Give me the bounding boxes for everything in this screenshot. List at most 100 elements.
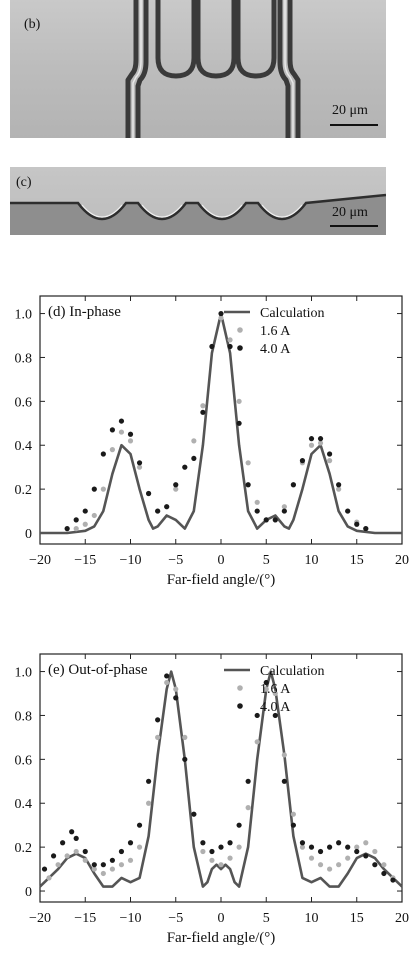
chart-e-series-4-0-a-point	[191, 811, 197, 817]
chart-e-series-1-6-a-point	[127, 857, 134, 863]
chart-d-series-4-0-a-point	[100, 451, 106, 457]
chart-d-series-4-0-a-point	[363, 526, 369, 532]
chart-d-series-4-0-a-point	[254, 508, 260, 514]
chart-e-series-1-6-a-point	[354, 844, 360, 850]
chart-e-series-1-6-a-point	[290, 811, 296, 817]
chart-e-legend-swatch-marker	[237, 703, 243, 709]
chart-e-series-1-6-a-point	[317, 862, 324, 868]
micrograph-top-view: (b) 20 μm	[10, 0, 386, 138]
chart-e-legend-label: Calculation	[260, 664, 325, 679]
chart-d-series-4-0-a-point	[109, 427, 115, 433]
chart-e-series-4-0-a-point	[200, 840, 206, 846]
chart-e-legend-label: 1.6 A	[260, 682, 291, 697]
chart-e-series-1-6-a-point	[363, 840, 369, 846]
chart-e-series-4-0-a-point	[254, 712, 260, 719]
chart-e-x-tick-label: −15	[74, 911, 96, 926]
chart-e-series-4-0-a-point	[173, 695, 179, 701]
chart-out-of-phase: −20 −15 −10 −5 0 5 10 15 20 0 0.2 0.4 0.6 0.8 1.0 Far-f…	[15, 653, 409, 946]
chart-e-y-tick-label: 0.6	[15, 753, 33, 768]
chart-d-series-1-6-a-point	[317, 440, 324, 446]
panel-c-tag: (c)	[16, 175, 32, 190]
chart-e-series-4-0-a-point	[209, 848, 215, 855]
chart-e-series-4-0-a-point	[136, 822, 143, 828]
chart-d-series-4-0-a-point	[245, 482, 251, 488]
chart-d-series-4-0-a-point	[64, 526, 70, 532]
chart-d-series-4-0-a-point	[345, 508, 351, 514]
chart-d-y-tick-label: 1.0	[15, 308, 33, 323]
chart-e-series-1-6-a-point	[327, 866, 333, 872]
scalebar-c	[330, 225, 378, 227]
chart-e-series-1-6-a-point	[254, 739, 260, 745]
chart-e-series-1-6-a-point	[372, 848, 378, 855]
chart-e-series-4-0-a-point	[127, 840, 134, 846]
chart-e-series-1-6-a-point	[82, 857, 88, 863]
chart-e-series-1-6-a-point	[227, 855, 233, 861]
chart-d-legend-swatch-marker	[237, 345, 243, 351]
chart-d-series-1-6-a-point	[218, 315, 224, 321]
chart-e-y-tick-label: 0	[25, 885, 32, 900]
chart-e-series-1-6-a-point	[308, 855, 315, 861]
chart-d-x-tick-label: 5	[263, 553, 270, 568]
chart-e-series-4-0-a-point	[164, 673, 170, 679]
chart-e-series-4-0-a-point	[41, 866, 48, 872]
ridge-cross-section	[10, 193, 386, 235]
chart-e-series-4-0-a-point	[390, 877, 396, 883]
chart-e-x-tick-label: 5	[263, 911, 270, 926]
chart-d-x-tick-label: 20	[395, 553, 409, 568]
chart-d-series-1-6-a-point	[173, 486, 179, 492]
chart-d-series-1-6-a-point	[236, 398, 242, 404]
chart-e-x-axis-label: Far-field angle/(°)	[167, 930, 276, 946]
chart-d-y-tick-label: 0.8	[15, 351, 33, 366]
chart-e-series-1-6-a-point	[109, 866, 115, 872]
chart-d-series-1-6-a-point	[200, 403, 206, 409]
chart-d-series-1-6-a-point	[73, 526, 79, 532]
chart-d-series-4-0-a-point	[146, 490, 152, 497]
chart-d-series-4-0-a-point	[308, 436, 315, 442]
chart-in-phase: −20 −15 −10 −5 0 5 10 15 20 0 0.2 0.4 0.6 0.8 1.0 Far-f…	[15, 295, 409, 588]
chart-e-series-1-6-a-point	[55, 862, 61, 868]
chart-d-series-4-0-a-point	[73, 517, 79, 523]
chart-e-series-4-0-a-point	[227, 840, 233, 846]
chart-e-series-4-0-a-point	[91, 862, 97, 868]
chart-d-series-4-0-a-point	[327, 451, 333, 457]
chart-e-series-4-0-a-point	[50, 853, 57, 859]
chart-d-series-1-6-a-point	[281, 504, 287, 510]
chart-e-series-1-6-a-point	[245, 805, 251, 811]
chart-d-x-tick-label: −15	[74, 553, 96, 568]
chart-e-legend-label: 4.0 A	[260, 700, 291, 715]
chart-d-series-4-0-a-point	[354, 521, 360, 527]
chart-e-series-1-6-a-point	[46, 875, 52, 881]
scalebar-c-label: 20 μm	[332, 205, 368, 220]
chart-e-series-1-6-a-point	[73, 848, 79, 855]
chart-e-series-4-0-a-point	[60, 840, 66, 846]
chart-e-series-1-6-a-point	[218, 862, 224, 868]
chart-e-series-1-6-a-point	[281, 752, 287, 758]
chart-e-series-4-0-a-point	[336, 840, 342, 846]
chart-e-series-4-0-a-point	[236, 822, 242, 828]
chart-e-series-4-0-a-point	[290, 822, 296, 828]
chart-d-legend-label: 1.6 A	[260, 324, 291, 339]
chart-e-legend-swatch-marker	[237, 685, 243, 691]
chart-e-series-4-0-a-point	[82, 848, 88, 855]
chart-e-series-1-6-a-point	[64, 853, 70, 859]
chart-d-y-tick-label: 0.6	[15, 395, 33, 410]
chart-d-legend-label: Calculation	[260, 306, 325, 321]
chart-e-series-4-0-a-point	[381, 870, 387, 877]
chart-e-y-tick-label: 1.0	[15, 666, 33, 681]
chart-d-x-tick-label: −5	[168, 553, 183, 568]
chart-e-series-4-0-a-point	[69, 829, 75, 835]
chart-d-x-tick-label: −20	[29, 553, 51, 568]
chart-e-y-tick-label: 0.8	[15, 709, 33, 724]
chart-d-series-1-6-a-point	[191, 438, 197, 444]
chart-d-series-4-0-a-point	[164, 504, 170, 510]
chart-e-series-4-0-a-point	[327, 844, 333, 850]
chart-e-series-4-0-a-point	[345, 844, 351, 850]
chart-e-series-4-0-a-point	[118, 848, 125, 855]
scalebar-b	[330, 124, 378, 126]
chart-d-series-4-0-a-point	[317, 436, 324, 442]
chart-d-title: (d) In-phase	[48, 304, 121, 320]
chart-d-y-tick-label: 0.4	[15, 439, 33, 454]
chart-e-series-4-0-a-point	[272, 712, 278, 719]
chart-e-series-4-0-a-point	[263, 679, 269, 686]
chart-e-x-tick-label: −20	[29, 911, 51, 926]
